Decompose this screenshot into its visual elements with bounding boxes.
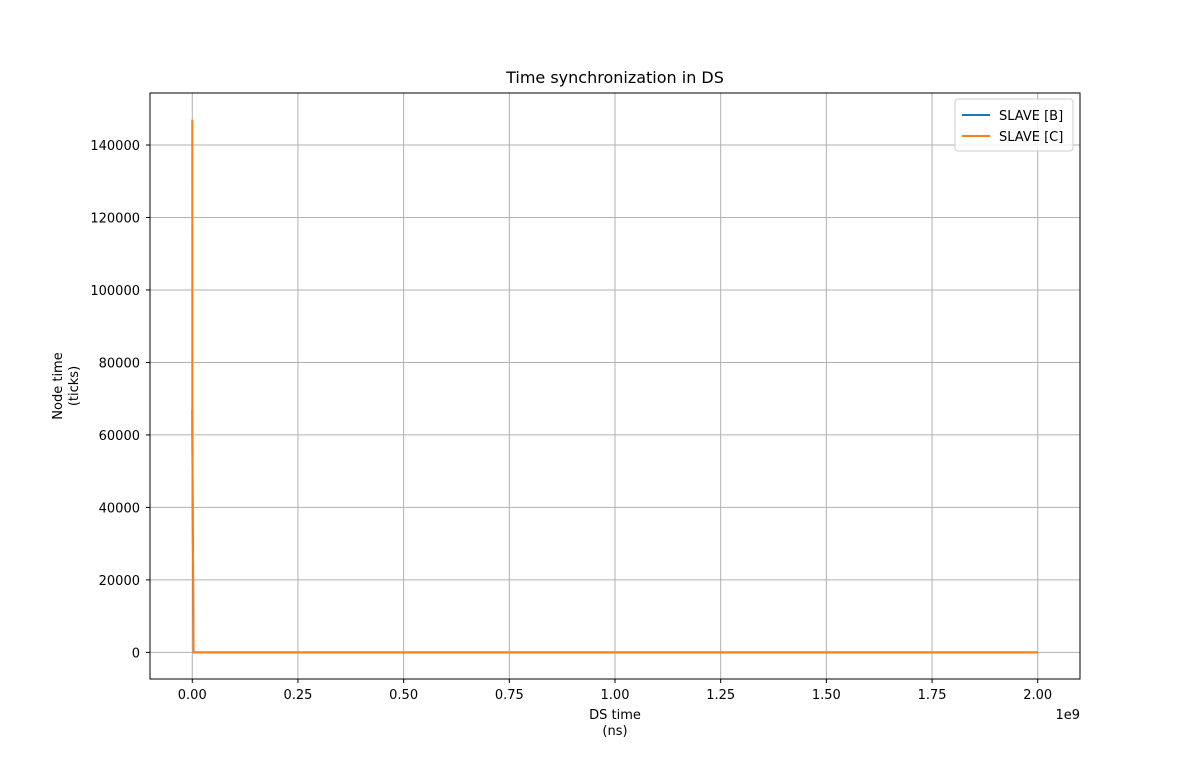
y-tick-label: 100000 [90, 284, 140, 299]
ticks: 0.00 0.25 0.50 0.75 1.00 1.25 1.50 1.75 2.00 0 200… [90, 139, 1052, 703]
y-tick-label: 80000 [99, 356, 140, 371]
x-tick-label: 0.25 [283, 688, 312, 703]
x-tick-label: 1.00 [601, 688, 630, 703]
x-tick-label: 1.25 [706, 688, 735, 703]
x-axis-offset-label: 1e9 [1055, 708, 1080, 723]
x-axis-title-line: (ns) [602, 724, 627, 739]
y-tick-label: 60000 [99, 429, 140, 444]
grid [150, 93, 1080, 679]
x-tick-label: 0.75 [495, 688, 524, 703]
y-axis-title: Node time(ticks) [51, 352, 82, 419]
y-tick-label: 140000 [90, 139, 140, 154]
x-tick-label: 1.75 [918, 688, 947, 703]
legend-label: SLAVE [B] [999, 109, 1063, 124]
y-tick-label: 20000 [99, 574, 140, 589]
chart-title: Time synchronization in DS [505, 68, 724, 87]
x-tick-label: 2.00 [1023, 688, 1052, 703]
x-tick-label: 0.00 [178, 688, 207, 703]
x-tick-label: 1.50 [812, 688, 841, 703]
y-tick-label: 120000 [90, 211, 140, 226]
legend-box [954, 98, 1074, 152]
legend-label: SLAVE [C] [999, 130, 1063, 145]
y-axis-title-line: (ticks) [67, 366, 82, 406]
y-axis-title-line: Node time [51, 352, 66, 419]
series-layer [191, 119, 1038, 654]
series-line-1 [191, 119, 1038, 654]
x-axis-title-line: DS time [589, 708, 641, 723]
x-tick-label: 0.50 [389, 688, 418, 703]
x-axis-title: DS time (ns) [589, 708, 641, 739]
legend: SLAVE [B] SLAVE [C] [954, 98, 1074, 152]
y-tick-label: 0 [132, 646, 140, 661]
y-tick-label: 40000 [99, 501, 140, 516]
